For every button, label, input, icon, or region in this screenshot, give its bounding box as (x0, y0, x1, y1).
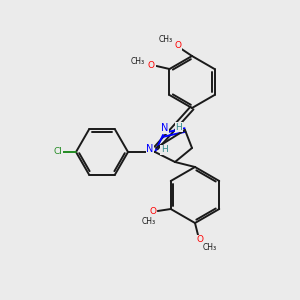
Text: N: N (146, 144, 154, 154)
Text: H: H (160, 146, 167, 154)
Text: H: H (176, 122, 182, 131)
Text: O: O (149, 206, 156, 215)
Text: CH₃: CH₃ (142, 217, 156, 226)
Text: CH₃: CH₃ (159, 35, 173, 44)
Text: O: O (175, 41, 182, 50)
Text: O: O (196, 236, 203, 244)
Text: CH₃: CH₃ (130, 56, 145, 65)
Text: O: O (148, 61, 155, 70)
Text: CH₃: CH₃ (203, 244, 217, 253)
Text: Cl: Cl (54, 148, 62, 157)
Text: N: N (161, 123, 169, 133)
